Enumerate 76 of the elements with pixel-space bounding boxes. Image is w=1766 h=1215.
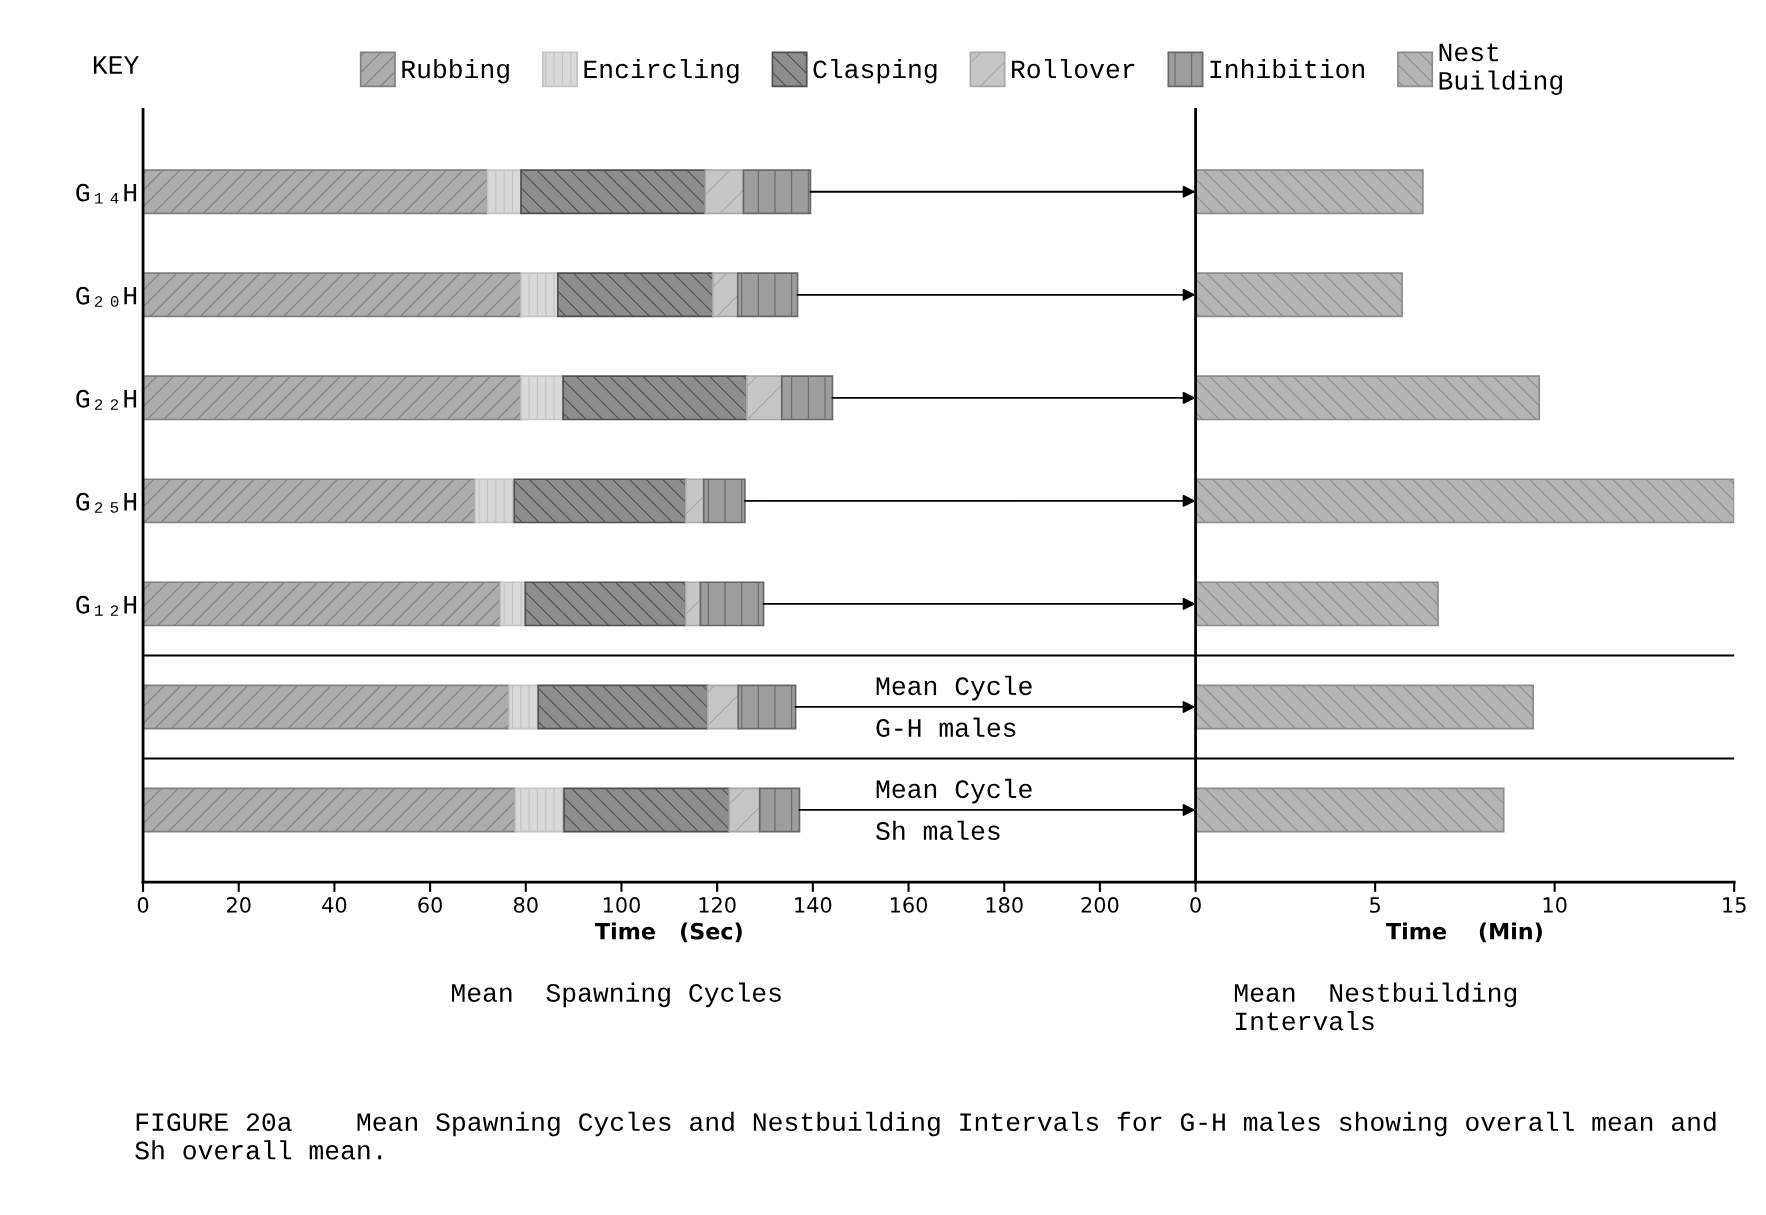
x-tick-label: 0 xyxy=(137,897,149,913)
bar xyxy=(1195,478,1735,524)
bar xyxy=(1195,787,1505,833)
bar xyxy=(563,787,730,833)
bar xyxy=(1195,375,1541,421)
bar xyxy=(742,169,812,215)
y-tick-label: G₁₄H xyxy=(76,183,137,204)
caption: FIGURE 20a Mean Spawning Cycles and Nestbuilding Intervals for G-H males showing overall mean and Sh overall mean. xyxy=(135,1111,1716,1160)
bar xyxy=(1195,169,1424,215)
bar xyxy=(143,787,517,833)
x-tick-label: 5 xyxy=(1370,897,1380,913)
x-axis-title: Time (Sec) xyxy=(595,922,742,943)
bar xyxy=(699,581,765,627)
bar xyxy=(514,787,565,833)
bar xyxy=(143,478,476,524)
bar xyxy=(745,375,783,421)
x-axis-title: Time (Min) xyxy=(1386,922,1542,943)
bar xyxy=(537,684,709,730)
x-tick-label: 140 xyxy=(795,897,832,913)
bar xyxy=(562,375,748,421)
bar xyxy=(704,169,745,215)
bar xyxy=(780,375,834,421)
x-tick-label: 120 xyxy=(699,897,736,913)
bar xyxy=(143,272,522,318)
bar xyxy=(737,684,797,730)
x-tick-label: 180 xyxy=(986,897,1023,913)
bar xyxy=(1195,684,1534,730)
x-tick-label: 40 xyxy=(322,897,347,913)
x-tick-label: 200 xyxy=(1081,897,1119,913)
x-tick-label: 160 xyxy=(890,897,928,913)
bar xyxy=(520,169,707,215)
y-tick-label: G₂₂H xyxy=(76,389,137,410)
bar xyxy=(520,272,559,318)
bar xyxy=(684,581,702,627)
bar xyxy=(557,272,714,318)
x-tick-label: 80 xyxy=(513,897,538,913)
bar xyxy=(143,684,510,730)
legend-title: KEY xyxy=(93,56,139,74)
bar xyxy=(143,581,502,627)
bar xyxy=(1195,581,1439,627)
legend-label: Nest Building xyxy=(1439,43,1562,95)
y-tick-label: G₁₂H xyxy=(76,595,137,616)
x-tick-label: 20 xyxy=(227,897,251,913)
text: Mean Nestbuilding Intervals xyxy=(1234,982,1517,1031)
legend-label: Clasping xyxy=(813,58,937,84)
bar xyxy=(143,375,522,421)
bar xyxy=(524,581,687,627)
bar xyxy=(520,375,564,421)
annotation: Mean Cycle Sh males xyxy=(876,778,1032,841)
bar xyxy=(508,684,540,730)
bar xyxy=(706,684,740,730)
text: Mean Spawning Cycles xyxy=(452,982,781,1008)
bar xyxy=(499,581,527,627)
x-tick-label: 15 xyxy=(1723,897,1746,913)
annotation: Mean Cycle G-H males xyxy=(876,675,1032,737)
legend-label: Encircling xyxy=(584,58,739,84)
bar xyxy=(143,169,489,215)
x-tick-label: 0 xyxy=(1190,897,1201,913)
bar xyxy=(474,478,516,524)
bar xyxy=(758,787,801,833)
y-tick-label: G₂₀H xyxy=(76,286,137,307)
y-tick-label: G₂₅H xyxy=(76,492,137,513)
bar xyxy=(513,478,687,524)
legend-label: Rubbing xyxy=(402,58,509,84)
x-tick-label: 100 xyxy=(603,897,640,913)
bar xyxy=(1195,272,1403,318)
legend-label: Rollover xyxy=(1012,58,1135,79)
x-tick-label: 10 xyxy=(1543,897,1567,913)
bar xyxy=(728,787,761,833)
x-tick-label: 60 xyxy=(418,897,442,913)
bar xyxy=(702,478,746,524)
bar xyxy=(684,478,705,524)
legend-label: Inhibition xyxy=(1210,58,1364,79)
bar xyxy=(712,272,739,318)
bar xyxy=(736,272,799,318)
bar xyxy=(486,169,522,215)
